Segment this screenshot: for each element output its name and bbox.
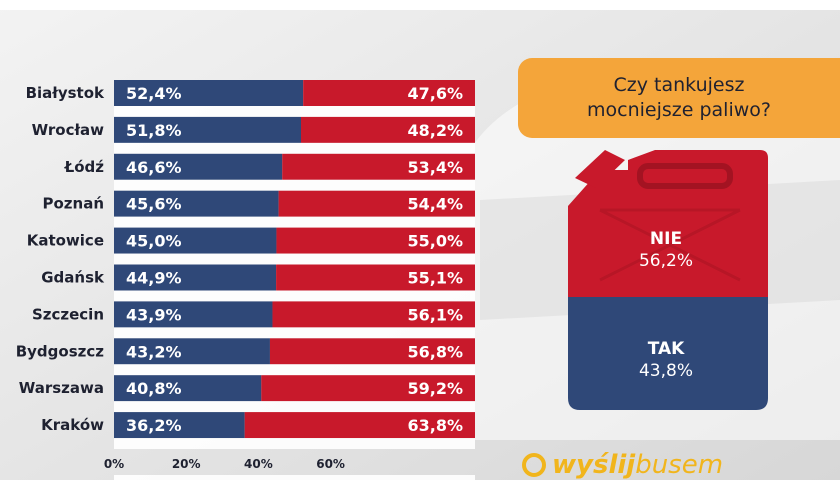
x-tick-label: 0%	[104, 457, 124, 471]
data-label-no: 63,8%	[407, 416, 463, 435]
bar-segment-yes	[114, 301, 273, 328]
row-gap	[114, 401, 475, 413]
data-label-no: 48,2%	[407, 121, 463, 140]
bar-segment-yes	[114, 153, 283, 180]
bar-segment-no	[282, 153, 475, 180]
x-tick-label: 40%	[244, 457, 273, 471]
category-label: Kraków	[41, 416, 104, 434]
data-label-no: 53,4%	[407, 158, 463, 177]
data-label-no: 55,0%	[407, 232, 463, 251]
row-gap	[114, 475, 475, 480]
row-gap	[114, 253, 475, 265]
x-tick-label: 20%	[172, 457, 201, 471]
row-gap	[114, 216, 475, 228]
category-label: Warszawa	[19, 379, 104, 397]
survey-question-box: Czy tankujesz mocniejsze paliwo?	[518, 58, 840, 138]
logo-text-1: wyślij	[552, 450, 636, 480]
row-gap	[114, 142, 475, 154]
category-label: Białystok	[26, 84, 105, 102]
yes-answer: TAK 43,8%	[566, 338, 766, 382]
data-label-yes: 36,2%	[126, 416, 182, 435]
bar-segment-yes	[114, 375, 262, 402]
bar-segment-yes	[114, 338, 270, 365]
bar-segment-yes	[114, 80, 304, 106]
data-label-yes: 45,6%	[126, 195, 182, 214]
bar-segment-no	[276, 227, 475, 254]
bar-segment-no	[303, 80, 475, 106]
data-label-yes: 43,9%	[126, 305, 182, 324]
category-label: Łódź	[64, 158, 105, 176]
brand-logo: wyślij busem	[522, 450, 723, 480]
logo-text-2: busem	[635, 450, 724, 480]
row-gap	[114, 364, 475, 376]
data-label-no: 54,4%	[407, 195, 463, 214]
data-label-no: 47,6%	[407, 84, 463, 103]
bar-segment-no	[272, 301, 475, 328]
data-label-no: 59,2%	[407, 379, 463, 398]
logo-ring-icon	[522, 453, 546, 477]
yes-value: 43,8%	[638, 361, 693, 381]
category-label: Wrocław	[32, 121, 105, 139]
no-label: NIE	[649, 229, 683, 249]
bar-segment-yes	[114, 227, 277, 254]
data-label-yes: 46,6%	[126, 158, 182, 177]
row-gap	[114, 290, 475, 302]
category-label: Poznań	[42, 195, 104, 213]
data-label-no: 55,1%	[407, 269, 463, 288]
no-value: 56,2%	[638, 251, 693, 271]
row-gap	[114, 438, 475, 449]
data-label-yes: 51,8%	[126, 121, 182, 140]
data-label-yes: 52,4%	[126, 84, 182, 103]
category-label: Szczecin	[32, 305, 104, 323]
bar-segment-yes	[114, 412, 245, 439]
yes-label: TAK	[647, 339, 685, 359]
bar-segment-no	[276, 264, 475, 291]
bar-segment-yes	[114, 190, 279, 217]
survey-question: Czy tankujesz mocniejsze paliwo?	[587, 74, 771, 121]
data-label-no: 56,1%	[407, 305, 463, 324]
bar-segment-yes	[114, 116, 301, 143]
bar-segment-no	[269, 338, 475, 365]
bar-segment-no	[278, 190, 475, 217]
data-label-yes: 40,8%	[126, 379, 182, 398]
data-label-yes: 43,2%	[126, 342, 182, 361]
data-label-no: 56,8%	[407, 342, 463, 361]
data-label-yes: 44,9%	[126, 269, 182, 288]
row-gap	[114, 327, 475, 339]
no-answer: NIE 56,2%	[566, 228, 766, 272]
bar-segment-yes	[114, 264, 277, 291]
bar-segment-no	[300, 116, 475, 143]
category-label: Gdańsk	[41, 269, 105, 287]
x-tick-label: 60%	[316, 457, 345, 471]
bar-segment-no	[261, 375, 475, 402]
row-gap	[114, 106, 475, 117]
bar-segment-no	[244, 412, 475, 439]
category-label: Katowice	[27, 232, 104, 250]
category-label: Bydgoszcz	[16, 342, 105, 360]
data-label-yes: 45,0%	[126, 232, 182, 251]
row-gap	[114, 179, 475, 191]
